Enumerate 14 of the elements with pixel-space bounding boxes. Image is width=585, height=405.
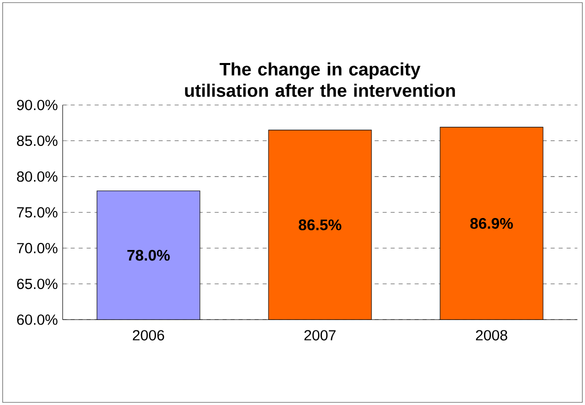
y-tick-label: 80.0% <box>17 171 58 182</box>
y-tick-label: 75.0% <box>17 207 58 218</box>
x-tick-label: 2008 <box>476 330 508 340</box>
y-tick-label: 65.0% <box>17 278 58 290</box>
y-tick-label: 85.0% <box>17 136 58 146</box>
chart-title: The change in capacity utilisation after the intervention <box>185 62 455 97</box>
data-label: 86.9% <box>470 218 513 229</box>
data-label: 78.0% <box>127 250 170 261</box>
data-label: 86.5% <box>298 219 342 230</box>
x-tick-label: 2006 <box>132 330 164 340</box>
y-tick-label: 70.0% <box>17 242 58 254</box>
x-tick-label: 2007 <box>304 330 336 340</box>
y-tick-label: 90.0% <box>17 100 58 110</box>
y-tick-label: 60.0% <box>17 314 58 325</box>
